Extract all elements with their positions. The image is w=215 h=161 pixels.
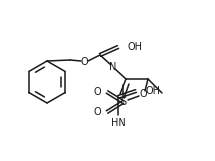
Text: OH: OH: [145, 86, 160, 96]
Text: O: O: [93, 87, 101, 97]
Text: N: N: [109, 62, 117, 72]
Text: HN: HN: [111, 118, 125, 128]
Text: O: O: [93, 107, 101, 117]
Text: OH: OH: [127, 42, 142, 52]
Text: S: S: [120, 97, 126, 107]
Text: O: O: [139, 89, 147, 99]
Text: O: O: [80, 57, 88, 67]
